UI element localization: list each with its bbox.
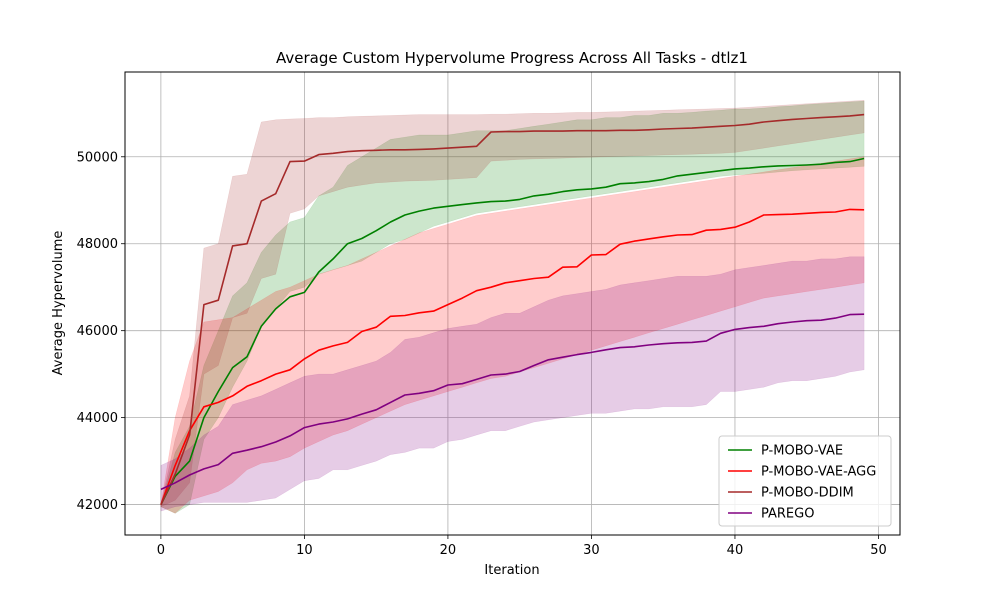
legend-box: [718, 435, 892, 527]
confidence-bands: [160, 100, 865, 514]
chart-title: Average Custom Hypervolume Progress Acro…: [276, 49, 748, 67]
legend-label-p-mobo-vae: P-MOBO-VAE: [761, 444, 843, 459]
series-lines: [160, 113, 865, 505]
x-tick-label: 10: [296, 543, 313, 558]
legend-label-parego: PAREGO: [761, 507, 814, 522]
y-tick-label: 50000: [77, 150, 118, 165]
x-tick-label: 20: [440, 543, 457, 558]
p-mobo-ddim-band: [160, 100, 865, 508]
y-axis-ticks: 42000 44000 46000 48000 50000: [77, 150, 125, 513]
x-tick-label: 30: [583, 543, 600, 558]
p-mobo-vae-line: [160, 157, 865, 505]
x-tick-label: 40: [727, 543, 744, 558]
p-mobo-vae-agg-line: [160, 208, 865, 505]
y-tick-label: 42000: [77, 498, 118, 513]
p-mobo-vae-agg-band: [160, 156, 865, 514]
p-mobo-ddim-line: [160, 113, 865, 505]
y-axis-label: Average Hypervolume: [51, 231, 66, 376]
y-tick-label: 44000: [77, 411, 118, 426]
plot-frame: [124, 71, 901, 536]
y-tick-label: 46000: [77, 324, 118, 339]
parego-line: [160, 313, 865, 491]
p-mobo-vae-band: [160, 100, 865, 514]
x-axis-ticks: 0 10 20 30 40 50: [157, 535, 887, 558]
legend: P-MOBO-VAE P-MOBO-VAE-AGG P-MOBO-DDIM PAREG…: [718, 435, 892, 527]
x-tick-label: 0: [157, 543, 165, 558]
x-tick-label: 50: [870, 543, 887, 558]
parego-band: [160, 256, 865, 512]
y-tick-label: 48000: [77, 237, 118, 252]
x-axis-label: Iteration: [484, 563, 539, 578]
legend-label-p-mobo-ddim: P-MOBO-DDIM: [761, 486, 854, 501]
legend-label-p-mobo-vae-agg: P-MOBO-VAE-AGG: [761, 465, 876, 480]
